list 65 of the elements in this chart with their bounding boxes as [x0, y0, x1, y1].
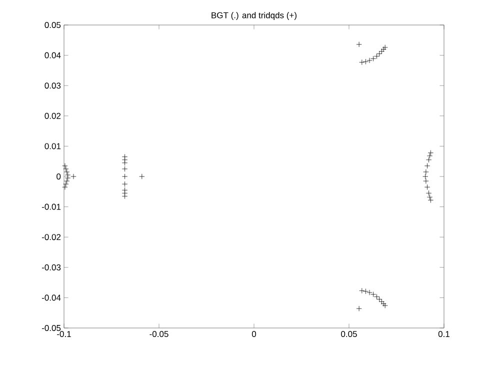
point: [366, 290, 372, 296]
x-tick-label: 0.1: [438, 331, 450, 338]
point: [122, 193, 128, 199]
point: [370, 292, 376, 298]
point: [122, 187, 128, 193]
y-tick-label: -0.02: [42, 234, 61, 240]
x-tick-label: 0.05: [341, 331, 357, 338]
y-tick-label: 0: [56, 173, 61, 180]
point: [428, 150, 434, 156]
point: [70, 174, 76, 180]
point: [359, 288, 365, 294]
point: [370, 56, 376, 62]
point: [382, 44, 388, 50]
point: [424, 163, 430, 169]
point: [362, 58, 369, 64]
point: [423, 169, 429, 175]
point: [122, 154, 128, 160]
point: [374, 53, 380, 60]
point: [122, 190, 128, 196]
point: [362, 288, 369, 294]
y-tick-label: 0.02: [44, 112, 61, 119]
x-tick-label: 0: [252, 331, 256, 338]
y-tick-label: 0.01: [44, 143, 61, 150]
point: [356, 42, 362, 48]
point: [122, 157, 128, 163]
y-tick-label: -0.01: [42, 204, 61, 210]
point: [122, 174, 128, 180]
point: [374, 294, 380, 300]
point: [139, 174, 145, 180]
point: [122, 166, 128, 172]
point: [65, 175, 71, 181]
point: [422, 174, 428, 180]
y-tick-label: -0.05: [42, 324, 61, 331]
point: [62, 184, 68, 190]
point: [65, 172, 71, 178]
point: [359, 59, 365, 66]
y-tick-label: -0.03: [42, 264, 61, 270]
point: [64, 178, 70, 184]
y-tick-label: -0.04: [42, 294, 61, 301]
point: [378, 48, 384, 54]
point: [380, 46, 386, 52]
y-tick-label: 0.04: [44, 52, 61, 58]
point: [64, 169, 70, 175]
point: [356, 306, 362, 312]
x-tick-label: -0.05: [150, 331, 168, 338]
chart-title: BGT (.) and tridqds (+): [212, 12, 296, 20]
y-tick-label: 0.03: [44, 82, 61, 89]
point: [426, 194, 433, 200]
point: [426, 157, 432, 163]
point: [63, 181, 69, 187]
point: [122, 160, 128, 166]
point: [376, 50, 382, 57]
point: [63, 166, 69, 172]
point: [382, 302, 388, 308]
point: [426, 190, 432, 196]
point: [424, 184, 430, 190]
y-tick-label: 0.05: [44, 22, 61, 28]
point: [378, 298, 384, 304]
point: [62, 163, 68, 169]
point: [428, 197, 434, 203]
point: [426, 153, 433, 159]
x-tick-label: -0.1: [57, 331, 71, 338]
point: [366, 58, 372, 64]
point: [122, 181, 128, 187]
point: [423, 178, 429, 184]
